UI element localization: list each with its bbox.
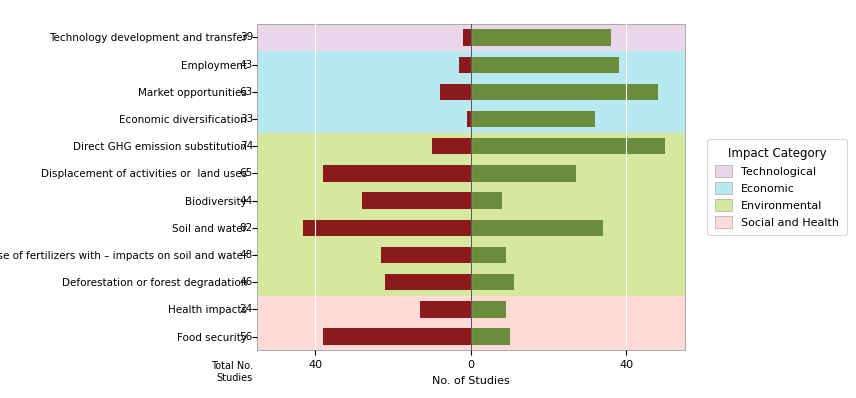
Bar	[257, 242, 685, 269]
Bar	[323, 328, 471, 345]
Text: Total No.
Studies: Total No. Studies	[211, 361, 253, 383]
Text: 24: 24	[240, 304, 253, 314]
Bar	[257, 187, 685, 214]
Bar	[257, 51, 685, 78]
Bar	[362, 193, 471, 209]
Text: 65: 65	[240, 168, 253, 178]
Bar	[257, 133, 685, 160]
Bar	[471, 274, 514, 291]
Bar	[257, 269, 685, 296]
Bar	[257, 24, 685, 51]
Bar	[257, 323, 685, 350]
Bar	[323, 165, 471, 181]
Bar	[471, 301, 506, 318]
Text: 56: 56	[240, 332, 253, 341]
Bar	[463, 29, 471, 46]
Bar	[471, 57, 619, 73]
Text: 63: 63	[240, 87, 253, 97]
Bar	[471, 220, 603, 236]
Text: 43: 43	[240, 60, 253, 70]
Text: 39: 39	[240, 33, 253, 43]
Bar	[459, 57, 471, 73]
Legend: Technological, Economic, Environmental, Social and Health: Technological, Economic, Environmental, …	[707, 139, 847, 235]
Bar	[471, 84, 657, 100]
Bar	[471, 193, 502, 209]
Bar	[304, 220, 471, 236]
Bar	[471, 247, 506, 263]
Text: 46: 46	[240, 277, 253, 287]
X-axis label: No. of Studies: No. of Studies	[432, 376, 509, 386]
Bar	[257, 78, 685, 105]
Bar	[471, 111, 595, 127]
Text: 44: 44	[240, 196, 253, 206]
Bar	[257, 105, 685, 133]
Bar	[420, 301, 471, 318]
Bar	[257, 214, 685, 242]
Bar	[385, 274, 471, 291]
Text: 48: 48	[240, 250, 253, 260]
Text: 74: 74	[240, 141, 253, 151]
Bar	[471, 165, 576, 181]
Bar	[257, 296, 685, 323]
Bar	[432, 138, 471, 154]
Bar	[471, 138, 665, 154]
Bar	[440, 84, 471, 100]
Bar	[381, 247, 471, 263]
Text: 33: 33	[240, 114, 253, 124]
Bar	[471, 328, 509, 345]
Bar	[467, 111, 471, 127]
Bar	[257, 160, 685, 187]
Text: 82: 82	[240, 223, 253, 233]
Bar	[471, 29, 611, 46]
